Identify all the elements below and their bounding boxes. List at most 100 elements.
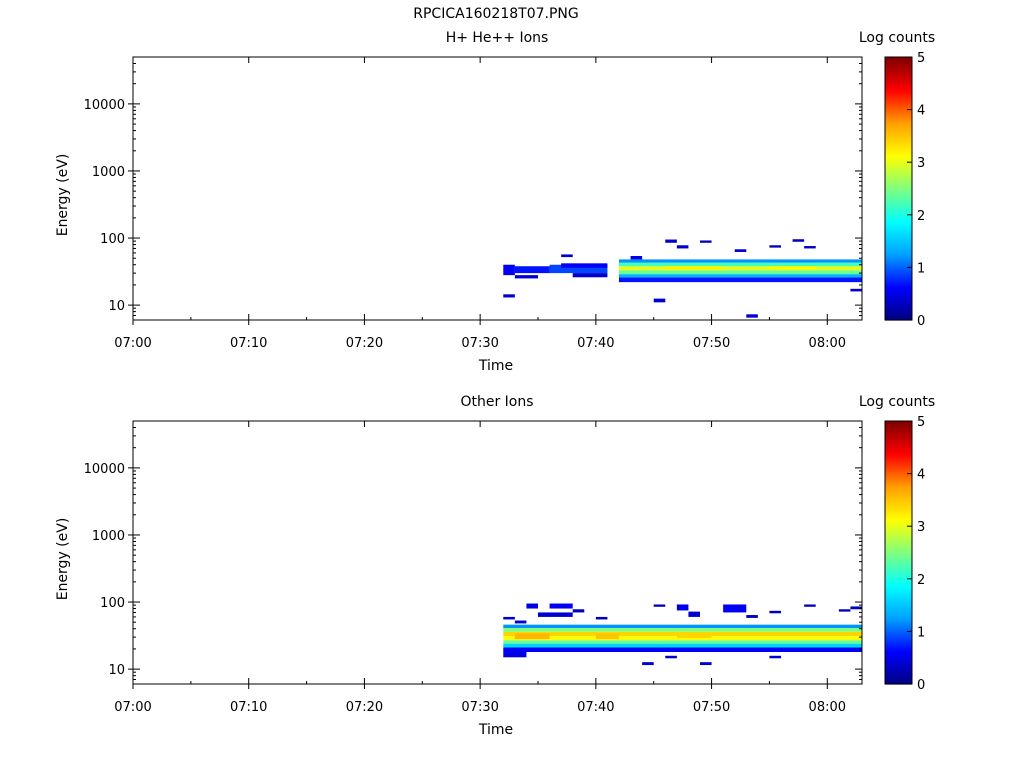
colorbar-strip xyxy=(885,192,912,196)
colorbar-strip xyxy=(885,613,912,617)
colorbar-strip xyxy=(885,618,912,622)
heatmap-cell xyxy=(850,288,862,292)
colorbar-strip xyxy=(885,175,912,179)
x-tick-label: 07:00 xyxy=(114,336,151,351)
x-tick-label: 07:00 xyxy=(114,700,151,715)
colorbar-strip xyxy=(885,181,912,185)
colorbar-strip xyxy=(885,160,912,163)
colorbar-strip xyxy=(885,92,912,95)
colorbar-strip xyxy=(885,313,912,317)
heatmap-cell xyxy=(700,240,712,243)
colorbar-strip xyxy=(885,421,912,424)
colorbar-strip xyxy=(885,302,912,306)
y-tick-label: 10 xyxy=(108,299,125,314)
colorbar-strip xyxy=(885,429,912,433)
colorbar-strip xyxy=(885,574,912,578)
colorbar-strip xyxy=(885,552,912,556)
colorbar-tick-label: 3 xyxy=(917,156,925,171)
colorbar-tick-label: 0 xyxy=(917,314,925,329)
colorbar-strip xyxy=(885,83,912,87)
heatmap-cell xyxy=(503,616,515,620)
colorbar-strip xyxy=(885,208,912,212)
colorbar-strip xyxy=(885,282,912,286)
colorbar-strip xyxy=(885,254,912,258)
colorbar-strip xyxy=(885,659,912,663)
colorbar-strip xyxy=(885,162,912,165)
x-axis-label: Time xyxy=(478,722,513,738)
colorbar-strip xyxy=(885,436,912,440)
colorbar-strip xyxy=(885,502,912,505)
colorbar-strip xyxy=(885,458,912,462)
colorbar-strip xyxy=(885,236,912,240)
colorbar-strip xyxy=(885,57,912,60)
x-tick-label: 07:50 xyxy=(693,336,730,351)
panel-title: H+ He++ Ions xyxy=(446,30,549,46)
y-tick-label: 100 xyxy=(100,596,125,611)
heatmap-cell xyxy=(503,628,862,632)
colorbar-strip xyxy=(885,85,912,89)
heatmap-cell xyxy=(653,604,666,607)
colorbar-strip xyxy=(885,72,912,76)
colorbar-strip xyxy=(885,611,912,615)
colorbar-strip xyxy=(885,260,912,264)
colorbar-strip xyxy=(885,124,912,128)
colorbar-strip xyxy=(885,278,912,282)
heatmap-cell xyxy=(514,266,550,274)
colorbar-strip xyxy=(885,629,912,632)
colorbar-strip xyxy=(885,482,912,486)
heatmap-cell xyxy=(619,266,862,271)
colorbar-strip xyxy=(885,214,912,218)
colorbar-strip xyxy=(885,526,912,529)
colorbar-strip xyxy=(885,276,912,279)
colorbar-strip xyxy=(885,484,912,488)
colorbar-frame xyxy=(884,420,913,685)
colorbar-strip xyxy=(885,273,912,277)
colorbar-strip xyxy=(885,186,912,190)
colorbar-strip xyxy=(885,105,912,109)
colorbar-strip xyxy=(885,622,912,626)
colorbar-strip xyxy=(885,199,912,203)
colorbar-tick-label: 2 xyxy=(917,573,925,588)
colorbar-strip xyxy=(885,499,912,503)
colorbar-strip xyxy=(885,234,912,238)
heatmap-cells xyxy=(503,603,862,666)
heatmap-cell xyxy=(676,604,689,611)
colorbar-strip xyxy=(885,293,912,297)
colorbar-strip xyxy=(885,534,912,538)
y-tick-label: 1000 xyxy=(92,529,125,544)
colorbar-strip xyxy=(885,447,912,451)
colorbar-strip xyxy=(885,96,912,100)
colorbar-strip xyxy=(885,127,912,130)
colorbar-strip xyxy=(885,653,912,657)
colorbar-strip xyxy=(885,662,912,665)
heatmap-cell xyxy=(630,255,643,260)
colorbar-strip xyxy=(885,78,912,82)
heatmap-cell xyxy=(769,655,781,659)
colorbar-strip xyxy=(885,166,912,170)
colorbar-strip xyxy=(885,311,912,315)
colorbar-strip xyxy=(885,528,912,532)
colorbar-strip xyxy=(885,545,912,549)
colorbar-strip xyxy=(885,247,912,251)
heatmap-cell xyxy=(676,632,712,639)
colorbar-strip xyxy=(885,657,912,661)
panel-2: 07:00 07:10 07:20 07:30 07:40 07:50 08:0010100… xyxy=(55,394,935,738)
colorbar-strip xyxy=(885,594,912,597)
colorbar-strip xyxy=(885,153,912,157)
colorbar-strip xyxy=(885,495,912,499)
heatmap-cell xyxy=(700,662,712,666)
colorbar-tick-label: 3 xyxy=(917,520,925,535)
heatmap-cell xyxy=(561,254,573,258)
colorbar-strip xyxy=(885,219,912,222)
heatmap-cell xyxy=(503,294,515,298)
colorbar-strip xyxy=(885,76,912,80)
colorbar-strip xyxy=(885,550,912,554)
colorbar-strip xyxy=(885,103,912,106)
colorbar-strip xyxy=(885,135,912,139)
colorbar-strip xyxy=(885,212,912,216)
colorbar-strip xyxy=(885,655,912,659)
colorbar-strip xyxy=(885,537,912,540)
colorbar-strip xyxy=(885,646,912,650)
colorbar-strip xyxy=(885,543,912,547)
colorbar-strip xyxy=(885,216,912,220)
